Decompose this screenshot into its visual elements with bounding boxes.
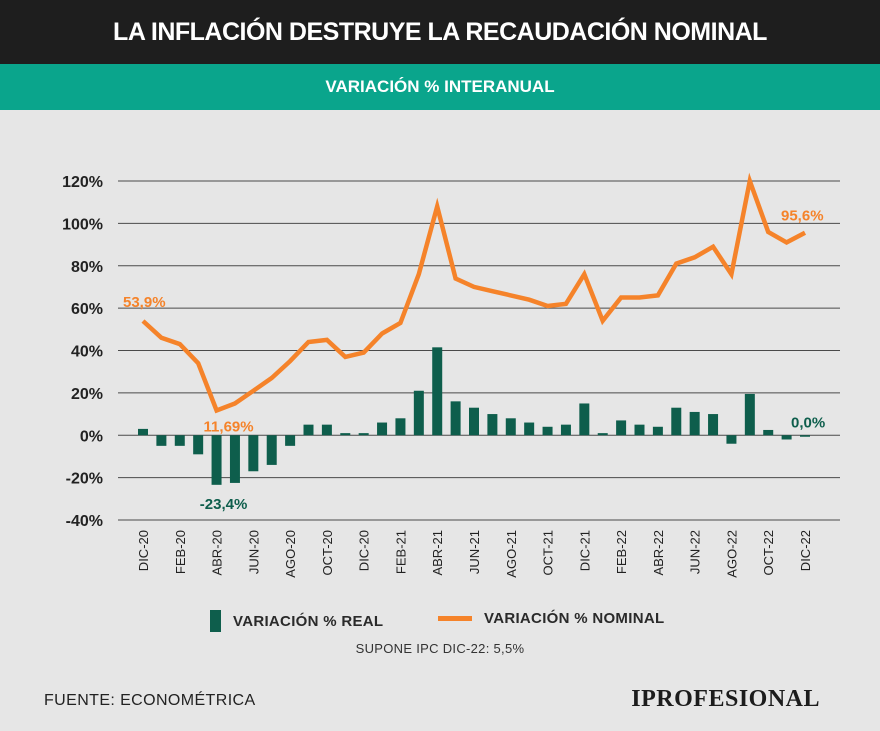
real-bar	[266, 435, 277, 465]
x-tick-label: OCT-21	[541, 530, 556, 576]
real-bar	[634, 424, 645, 436]
y-tick-label: 0%	[80, 428, 103, 445]
chart-svg: -40% -20% 0% 20% 40% 60% 80% 100% 120% DIC-20 FEB…	[62, 172, 840, 578]
real-bars	[138, 347, 810, 485]
grid-layer	[118, 180, 840, 521]
real-bar	[524, 422, 535, 436]
real-bar	[377, 422, 388, 436]
real-bar	[413, 390, 424, 436]
chart-subtitle: VARIACIÓN % INTERANUAL	[0, 64, 880, 110]
nominal-line-layer	[141, 172, 807, 414]
real-bar	[726, 435, 737, 444]
real-bar	[358, 433, 369, 436]
real-bar	[248, 435, 259, 472]
real-bar	[193, 435, 204, 455]
x-tick-label: JUN-21	[467, 530, 482, 574]
real-bar	[708, 414, 719, 436]
real-bar	[652, 426, 663, 436]
y-tick-label: -40%	[66, 513, 103, 530]
y-tick-label: 120%	[62, 174, 103, 191]
real-bar	[156, 435, 167, 446]
real-bar	[138, 428, 148, 436]
annotations: 53,9% 11,69% -23,4% 95,6% 0,0%	[123, 208, 825, 513]
real-bar	[579, 403, 590, 436]
x-axis-ticks: DIC-20 FEB-20 ABR-20 JUN-20 AGO-20 OCT-20 DIC-…	[136, 530, 813, 578]
source-text: FUENTE: ECONOMÉTRICA	[44, 692, 256, 709]
data-label: 53,9%	[123, 294, 166, 311]
y-tick-label: 60%	[71, 301, 103, 318]
x-tick-label: AGO-21	[504, 530, 519, 578]
legend-item-nominal: VARIACIÓN % NOMINAL	[438, 610, 664, 627]
legend: VARIACIÓN % REAL VARIACIÓN % NOMINAL	[0, 610, 880, 634]
real-bar	[616, 420, 627, 436]
chart-title: LA INFLACIÓN DESTRUYE LA RECAUDACIÓN NOM…	[0, 0, 880, 64]
real-bar	[321, 424, 332, 436]
real-bar	[285, 435, 296, 446]
legend-label-real: VARIACIÓN % REAL	[233, 612, 384, 630]
x-tick-label: ABR-21	[430, 530, 445, 576]
y-tick-label: 40%	[71, 344, 103, 361]
x-tick-label: FEB-21	[393, 530, 408, 574]
real-bar	[211, 435, 222, 485]
ipc-note: SUPONE IPC DIC-22: 5,5%	[355, 641, 525, 656]
real-bar	[800, 435, 810, 437]
real-bar	[174, 435, 185, 446]
iprofesional-logo: IPROFESIONAL	[631, 686, 820, 712]
y-tick-label: 20%	[71, 386, 103, 403]
y-axis-ticks: -40% -20% 0% 20% 40% 60% 80% 100% 120%	[62, 174, 103, 530]
x-tick-label: ABR-22	[651, 530, 666, 576]
x-tick-label: FEB-22	[614, 530, 629, 574]
x-tick-label: DIC-20	[357, 530, 372, 571]
real-bar	[671, 407, 682, 436]
real-bar	[303, 424, 314, 436]
x-tick-label: DIC-21	[577, 530, 592, 571]
real-bar	[469, 407, 479, 436]
real-bar	[395, 418, 406, 436]
data-label: 0,0%	[791, 414, 825, 431]
real-bar	[744, 393, 755, 436]
x-tick-label: JUN-20	[246, 530, 261, 574]
real-bar	[763, 429, 774, 436]
y-tick-label: -20%	[66, 471, 103, 488]
y-tick-label: 100%	[62, 216, 103, 233]
x-tick-label: OCT-22	[761, 530, 776, 576]
legend-swatch-nominal	[438, 616, 472, 621]
real-bar	[450, 401, 461, 436]
legend-swatch-real	[210, 610, 221, 632]
legend-item-real: VARIACIÓN % REAL	[210, 610, 383, 632]
real-bar	[340, 433, 351, 436]
x-tick-label: DIC-20	[136, 530, 151, 571]
data-label: 11,69%	[204, 418, 254, 435]
legend-label-nominal: VARIACIÓN % NOMINAL	[484, 610, 665, 627]
nominal-line	[141, 172, 807, 414]
x-tick-label: AGO-22	[724, 530, 739, 578]
data-label: 95,6%	[781, 208, 824, 225]
real-bar	[781, 435, 792, 440]
real-bar	[229, 435, 240, 483]
data-label: -23,4%	[200, 496, 248, 513]
x-tick-label: DIC-22	[798, 530, 813, 571]
real-bar	[505, 418, 516, 436]
x-tick-label: ABR-20	[210, 530, 225, 576]
real-bar	[487, 414, 498, 436]
x-tick-label: JUN-22	[688, 530, 703, 574]
chart-area: -40% -20% 0% 20% 40% 60% 80% 100% 120% DIC-20 FEB…	[0, 110, 880, 670]
real-bar	[689, 411, 700, 436]
real-bar	[432, 347, 443, 436]
y-tick-label: 80%	[71, 259, 103, 276]
x-tick-label: AGO-20	[283, 530, 298, 578]
x-tick-label: FEB-20	[173, 530, 188, 574]
real-bar	[542, 426, 553, 436]
x-tick-label: OCT-20	[320, 530, 335, 576]
real-bar	[597, 433, 608, 436]
real-bar	[560, 424, 571, 436]
